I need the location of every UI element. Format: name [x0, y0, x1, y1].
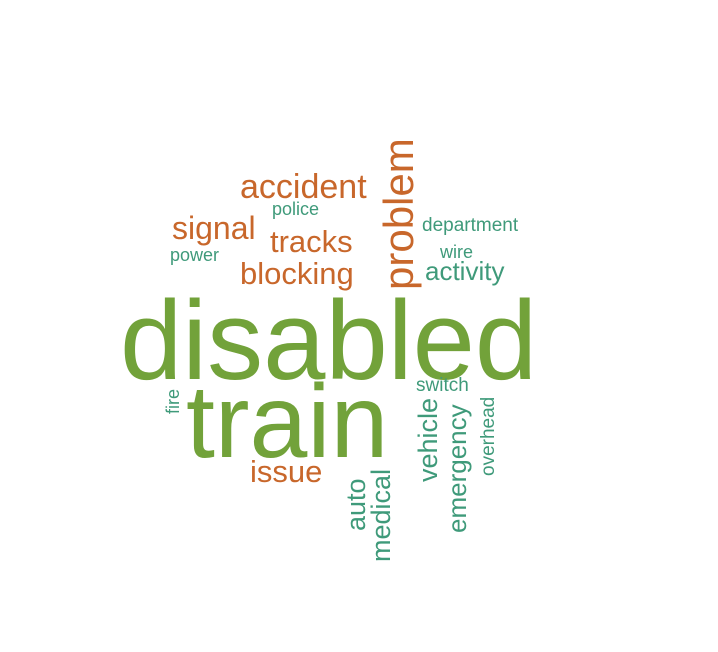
word-vehicle: vehicle	[413, 397, 443, 482]
word-emergency: emergency	[442, 404, 472, 533]
word-department: department	[422, 215, 519, 236]
word-problem: problem	[375, 138, 422, 290]
word-switch: switch	[416, 375, 469, 396]
word-power: power	[170, 245, 220, 265]
word-activity: activity	[425, 256, 505, 286]
word-fire: fire	[163, 388, 183, 414]
word-train: train	[186, 364, 389, 480]
word-overhead: overhead	[478, 396, 499, 476]
word-police: police	[272, 199, 320, 219]
word-medical: medical	[366, 468, 396, 562]
word-disabled: disabled	[120, 278, 538, 403]
word-tracks: tracks	[270, 224, 353, 259]
word-issue: issue	[250, 454, 323, 489]
word-accident: accident	[240, 168, 367, 206]
word-blocking: blocking	[240, 256, 354, 291]
word-signal: signal	[172, 210, 256, 246]
word-wire: wire	[440, 242, 474, 262]
